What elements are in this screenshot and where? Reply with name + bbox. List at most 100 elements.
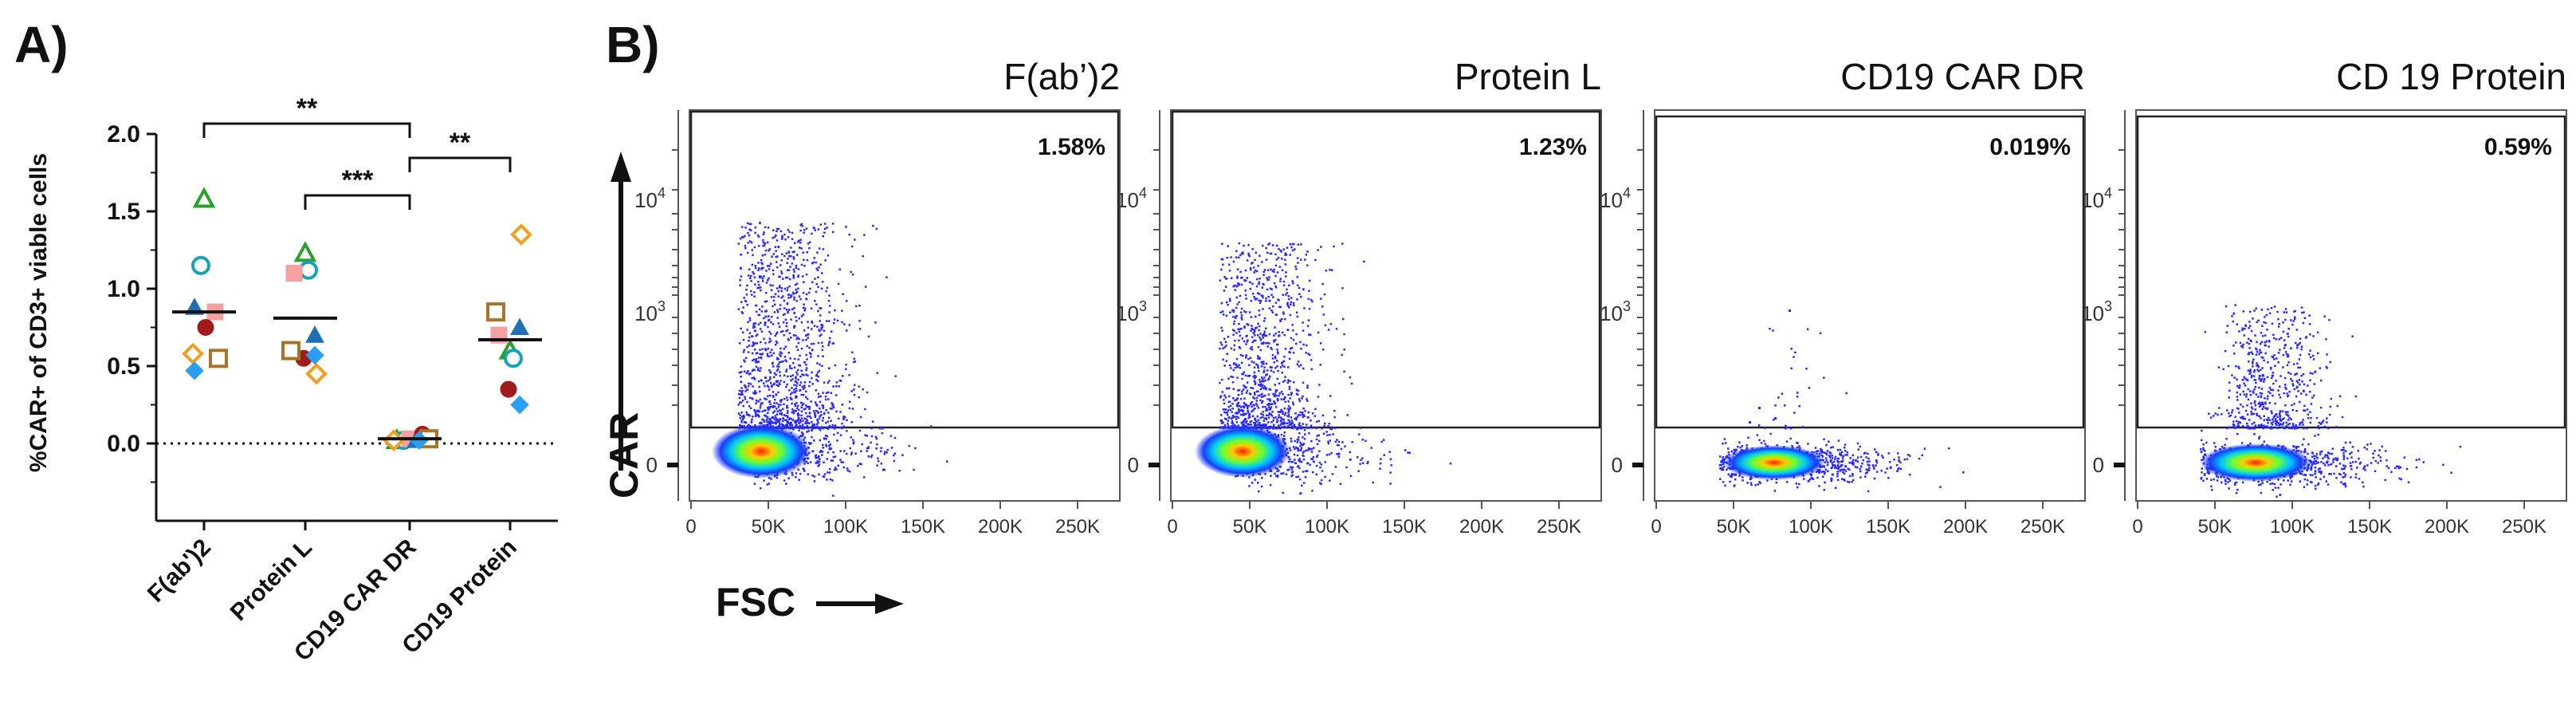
event-dot xyxy=(1843,479,1845,481)
event-dot xyxy=(768,379,770,382)
event-dot xyxy=(1827,461,1829,464)
event-dot xyxy=(840,461,842,463)
x-tick-label: 200K xyxy=(1459,516,1504,538)
event-dot xyxy=(813,227,815,230)
event-dot xyxy=(810,343,813,345)
event-dot xyxy=(756,409,758,412)
event-dot xyxy=(2258,437,2260,440)
event-dot xyxy=(1239,294,1242,297)
event-dot xyxy=(1259,384,1261,386)
event-dot xyxy=(1734,450,1736,453)
event-dot xyxy=(1232,260,1235,263)
event-dot xyxy=(2272,488,2275,491)
event-dot xyxy=(753,291,756,294)
event-dot xyxy=(1252,266,1255,269)
event-dot xyxy=(894,375,897,377)
event-dot xyxy=(740,424,744,427)
event-dot xyxy=(1908,473,1911,476)
event-dot xyxy=(1244,374,1247,377)
event-dot xyxy=(805,338,807,341)
event-dot xyxy=(749,383,752,385)
event-dot xyxy=(748,317,752,320)
event-dot xyxy=(768,483,770,485)
event-dot xyxy=(740,387,743,389)
event-dot xyxy=(779,418,782,420)
event-dot xyxy=(828,380,831,382)
event-dot xyxy=(1279,305,1282,309)
event-dot xyxy=(1852,461,1855,464)
event-dot xyxy=(2289,477,2292,479)
event-dot xyxy=(822,345,824,348)
event-dot xyxy=(748,223,751,226)
event-dot xyxy=(1267,393,1270,396)
event-dot xyxy=(761,410,764,413)
event-dot xyxy=(841,404,844,406)
event-dot xyxy=(2303,451,2307,454)
event-dot xyxy=(1246,420,1248,423)
event-dot xyxy=(738,424,741,427)
event-dot xyxy=(799,238,802,241)
event-dot xyxy=(790,294,793,297)
event-dot xyxy=(2341,467,2343,471)
event-dot xyxy=(1310,368,1314,371)
event-dot xyxy=(1302,482,1306,484)
event-dot xyxy=(1315,464,1318,467)
car-arrow-head xyxy=(611,152,631,182)
event-dot xyxy=(748,336,751,339)
event-dot xyxy=(2236,488,2239,491)
event-dot xyxy=(822,234,824,238)
event-dot xyxy=(751,249,753,251)
event-dot xyxy=(2208,472,2210,475)
event-dot xyxy=(1229,404,1232,408)
event-dot xyxy=(1719,467,1722,470)
event-dot xyxy=(1290,301,1293,304)
event-dot xyxy=(2374,450,2376,452)
event-dot xyxy=(1221,329,1223,332)
event-dot xyxy=(802,306,805,309)
event-dot xyxy=(881,426,883,429)
event-dot xyxy=(777,365,780,368)
event-dot xyxy=(1262,360,1265,363)
event-dot xyxy=(1836,448,1840,451)
event-dot xyxy=(820,324,823,326)
event-dot xyxy=(1760,442,1763,444)
event-dot xyxy=(1824,471,1826,474)
event-dot xyxy=(1251,415,1255,418)
event-dot xyxy=(825,392,828,395)
event-dot xyxy=(775,393,778,396)
event-dot xyxy=(1247,324,1250,326)
event-dot xyxy=(1336,439,1338,441)
event-dot xyxy=(1232,388,1235,391)
event-dot xyxy=(762,241,765,244)
event-dot xyxy=(1315,438,1318,441)
event-dot xyxy=(1278,424,1280,427)
event-dot xyxy=(808,408,811,411)
event-dot xyxy=(744,227,747,229)
event-dot xyxy=(2205,441,2208,444)
event-dot xyxy=(823,227,827,230)
event-dot xyxy=(749,290,752,293)
event-dot xyxy=(785,424,787,427)
event-dot xyxy=(2332,461,2334,463)
event-dot xyxy=(763,397,766,400)
event-dot xyxy=(1307,411,1310,414)
event-dot xyxy=(1262,341,1265,344)
event-dot xyxy=(1242,412,1245,416)
event-dot xyxy=(1741,476,1744,479)
event-dot xyxy=(1317,434,1320,437)
event-dot xyxy=(757,286,760,290)
event-dot xyxy=(842,461,844,463)
event-dot xyxy=(1846,451,1849,454)
event-dot xyxy=(1270,348,1273,351)
event-dot xyxy=(827,254,830,257)
event-dot xyxy=(1739,447,1742,449)
event-dot xyxy=(820,272,823,274)
event-dot xyxy=(744,300,747,302)
event-dot xyxy=(783,425,787,427)
event-dot xyxy=(2316,457,2319,459)
event-dot xyxy=(769,371,772,374)
event-dot xyxy=(1262,387,1265,390)
event-dot xyxy=(787,339,790,341)
event-dot xyxy=(2317,482,2320,485)
event-dot xyxy=(1297,243,1300,246)
